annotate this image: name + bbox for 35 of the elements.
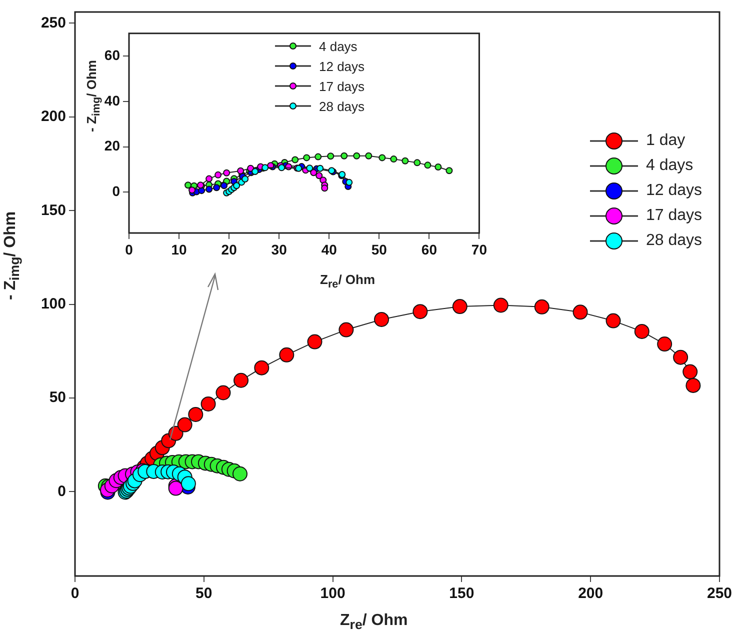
- x-tick-label: 50: [196, 585, 212, 602]
- y-tick-label: 0: [112, 183, 120, 200]
- x-tick-label: 70: [471, 241, 488, 258]
- legend-label: 28 days: [319, 98, 365, 114]
- x-tick-label: 40: [321, 241, 338, 258]
- legend-label: 28 days: [646, 232, 702, 250]
- x-tick-label: 250: [706, 585, 732, 602]
- y-tick-label: 60: [104, 46, 120, 63]
- y-tick-label: 20: [104, 138, 120, 154]
- legend-label: 12 days: [646, 182, 702, 200]
- legend-label: 1 day: [646, 132, 686, 150]
- y-tick-label: 200: [40, 108, 66, 126]
- x-tick-label: 0: [125, 241, 134, 258]
- x-tick-label: 50: [371, 241, 388, 258]
- legend-label: 4 days: [319, 38, 358, 54]
- x-tick-label: 10: [171, 241, 188, 258]
- y-tick-label: 100: [40, 295, 66, 312]
- y-tick-label: 250: [40, 14, 66, 32]
- y-tick-label: 150: [40, 202, 66, 219]
- x-tick-label: 200: [578, 585, 604, 602]
- y-tick-label: 40: [104, 92, 120, 108]
- x-axis-title: Z$_{re}$/ Ohm: [340, 612, 408, 632]
- x-tick-label: 60: [421, 241, 438, 258]
- x-tick-label: 20: [221, 241, 238, 258]
- legend-label: 12 days: [319, 58, 365, 74]
- legend-label: 17 days: [646, 206, 702, 224]
- y-tick-label: 50: [49, 389, 66, 406]
- x-axis-title: Z$_{re}$/ Ohm: [320, 272, 376, 291]
- legend-label: 4 days: [646, 156, 694, 174]
- x-tick-label: 0: [70, 585, 80, 602]
- legend-label: 17 days: [319, 78, 365, 94]
- x-tick-label: 150: [449, 585, 474, 602]
- y-tick-label: 0: [58, 482, 66, 500]
- x-tick-label: 30: [271, 241, 288, 258]
- x-tick-label: 100: [320, 585, 346, 602]
